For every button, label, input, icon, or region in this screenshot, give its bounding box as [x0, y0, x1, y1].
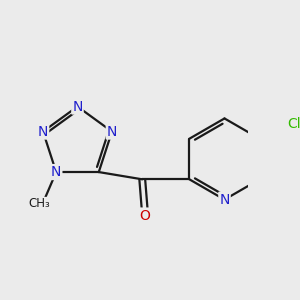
Text: N: N	[107, 124, 117, 139]
Text: Cl: Cl	[288, 117, 300, 131]
Text: N: N	[72, 100, 83, 113]
Text: N: N	[38, 124, 48, 139]
Text: CH₃: CH₃	[28, 197, 50, 211]
Text: N: N	[219, 193, 230, 207]
Text: N: N	[51, 165, 62, 179]
Text: O: O	[140, 208, 151, 223]
